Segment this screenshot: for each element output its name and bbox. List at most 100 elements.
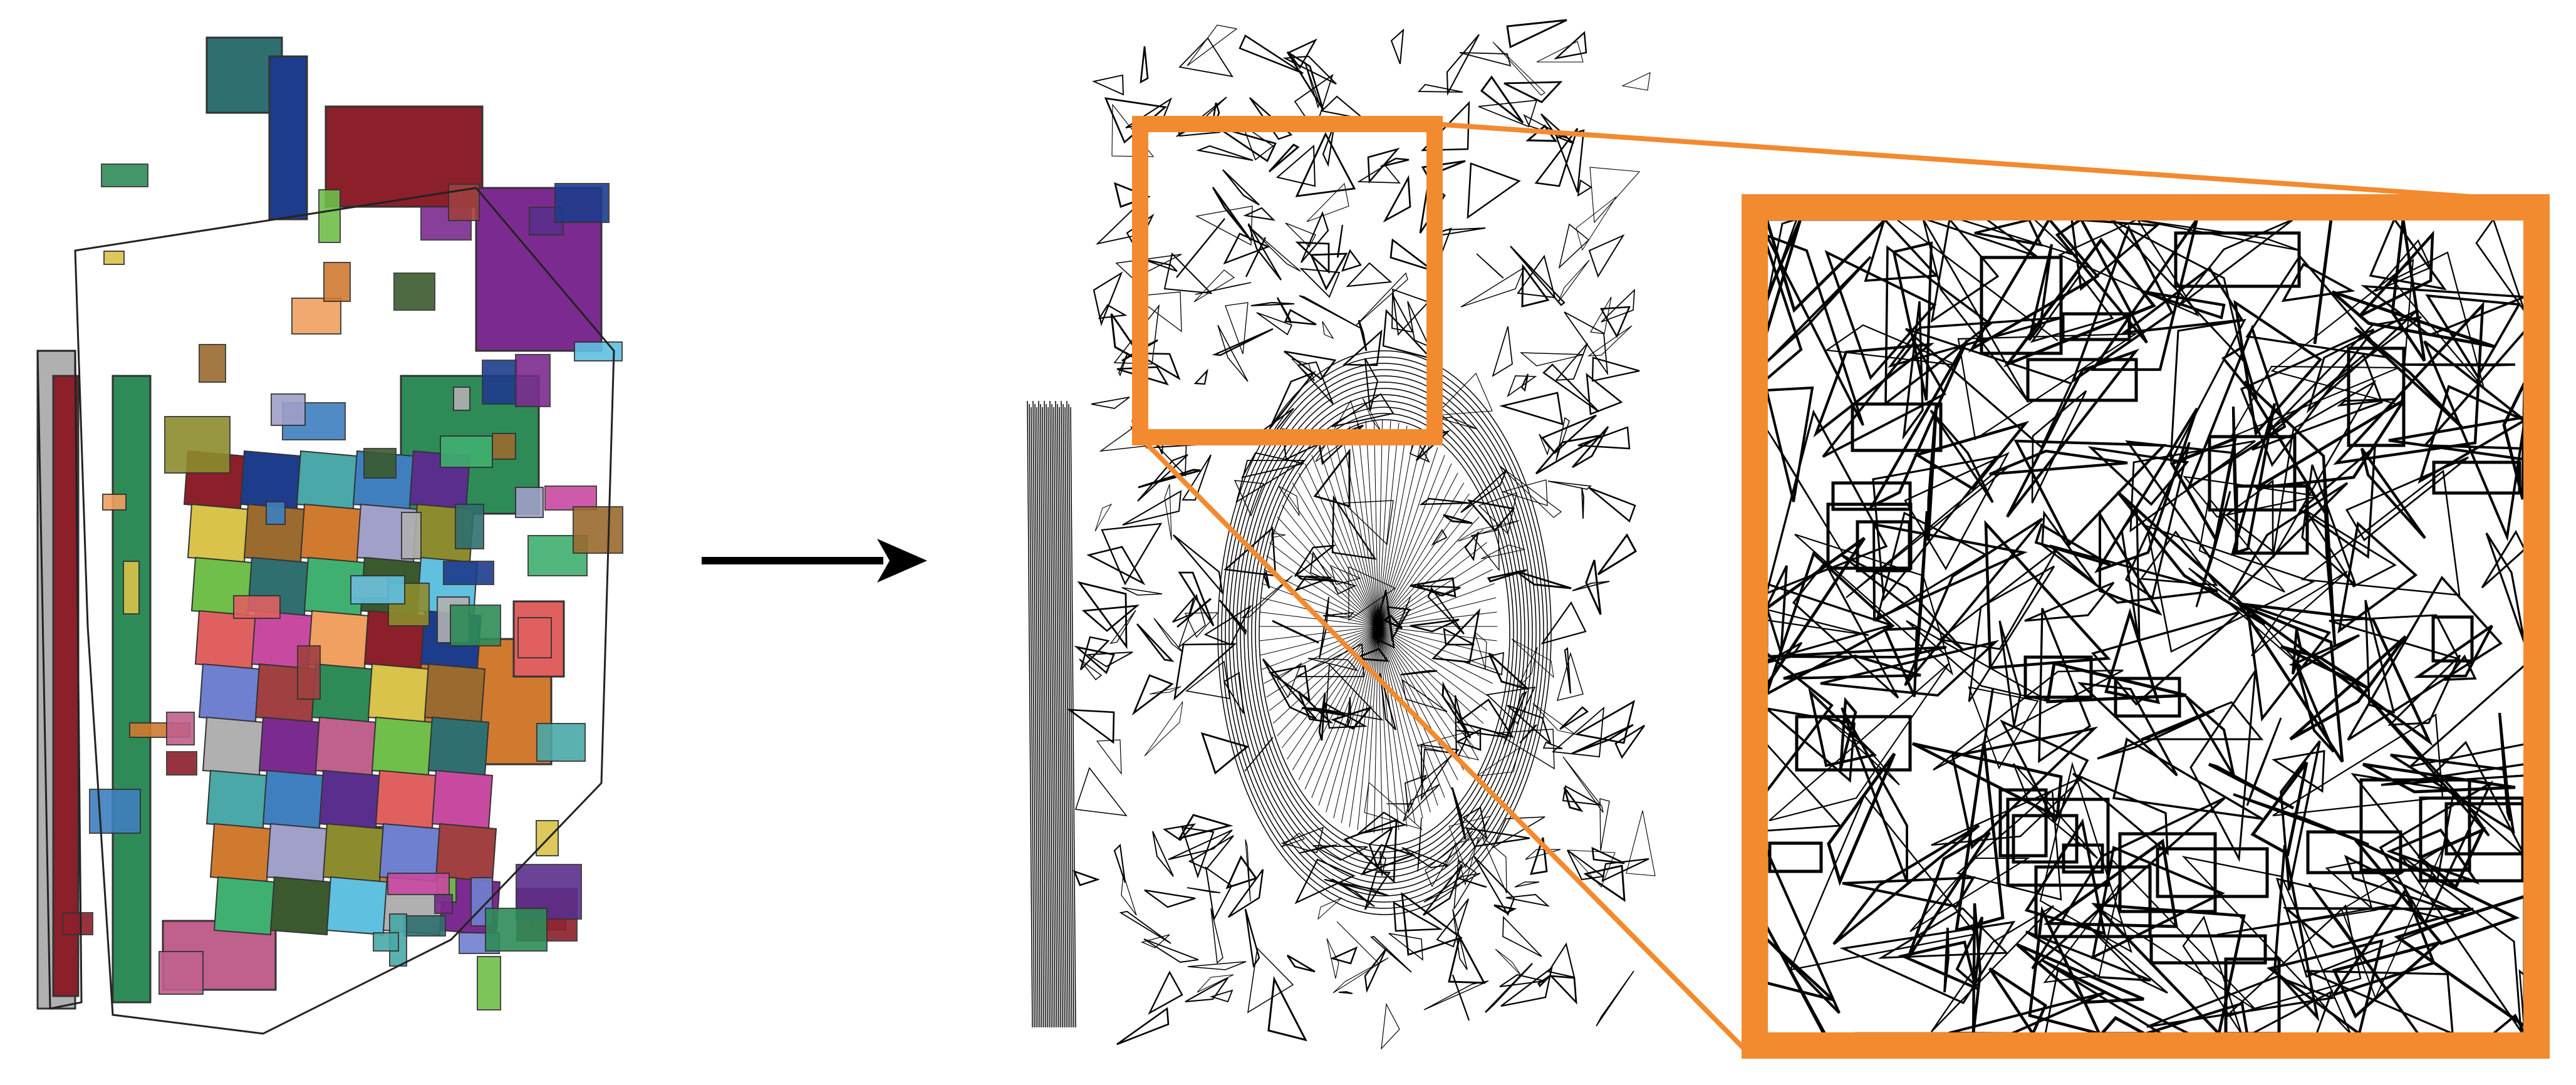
mesh-ring bbox=[1217, 350, 1552, 915]
mesh-triangle bbox=[1554, 343, 1588, 382]
mesh-triangle bbox=[1542, 741, 1563, 749]
mesh-triangle bbox=[1572, 581, 1610, 591]
mesh-triangle bbox=[1460, 266, 1525, 308]
zoom-mesh-triangle bbox=[1984, 519, 2111, 670]
mesh-triangle bbox=[1324, 878, 1389, 897]
mesh-triangle bbox=[1286, 954, 1316, 973]
zoom-mesh-triangle bbox=[2308, 882, 2419, 1035]
zoom-mesh-triangle bbox=[1974, 218, 2044, 247]
zoom-mesh-block bbox=[2359, 778, 2471, 872]
mesh-triangle bbox=[1456, 698, 1514, 739]
cad-small-part bbox=[403, 915, 446, 937]
zoom-mesh-block bbox=[2235, 484, 2309, 555]
mesh-edge bbox=[1378, 529, 1484, 627]
mesh-edge bbox=[1378, 482, 1465, 627]
zoom-mesh-triangle bbox=[2423, 340, 2527, 542]
mesh-triangle bbox=[1217, 324, 1249, 382]
cad-model-parts bbox=[36, 36, 623, 1010]
mesh-triangle bbox=[1581, 487, 1584, 519]
zoom-mesh-triangle bbox=[1913, 511, 1929, 678]
mesh-triangle bbox=[1243, 207, 1276, 221]
zoom-mesh-triangle bbox=[1827, 752, 1896, 886]
zoom-mesh-triangle bbox=[2120, 266, 2245, 335]
mesh-triangle bbox=[1354, 648, 1389, 662]
mesh-triangle bbox=[1453, 859, 1477, 910]
cad-small-part bbox=[233, 595, 281, 619]
mesh-edge bbox=[1378, 626, 1438, 806]
mesh-triangle bbox=[1093, 271, 1123, 326]
mesh-triangle bbox=[1456, 729, 1509, 739]
zoom-mesh-triangle bbox=[2087, 446, 2189, 506]
mesh-triangle bbox=[1626, 810, 1656, 876]
mesh-triangle bbox=[1417, 84, 1463, 93]
mesh-triangle bbox=[1284, 309, 1317, 326]
mesh-triangle bbox=[1330, 946, 1358, 965]
zoom-mesh-triangle bbox=[2281, 262, 2355, 303]
zoom-mesh-block bbox=[2432, 460, 2521, 495]
zoom-mesh-triangle bbox=[2475, 217, 2526, 312]
mesh-triangle bbox=[1480, 544, 1525, 559]
mesh-edge bbox=[1260, 597, 1379, 627]
zoom-mesh-triangle bbox=[1820, 640, 2000, 697]
zoom-mesh-block bbox=[1831, 481, 1912, 511]
mesh-edge bbox=[1304, 463, 1379, 627]
mesh-triangle bbox=[1101, 522, 1163, 586]
mesh-triangle bbox=[1320, 95, 1366, 120]
mesh-triangle bbox=[1178, 37, 1233, 78]
mesh-triangle bbox=[1178, 593, 1206, 649]
mesh-triangle bbox=[1152, 831, 1174, 877]
mesh-triangle bbox=[1401, 891, 1463, 956]
zoom-mesh-triangle bbox=[1839, 920, 2016, 1005]
cad-small-part bbox=[450, 605, 501, 646]
mesh-triangle bbox=[1187, 24, 1238, 66]
zoom-mesh-triangle bbox=[2245, 254, 2388, 359]
mesh-triangle bbox=[1342, 329, 1383, 366]
zoom-mesh-triangle bbox=[1763, 233, 1864, 426]
cad-small-part bbox=[516, 864, 582, 920]
mesh-triangle bbox=[1304, 61, 1320, 109]
mesh-edge bbox=[1333, 626, 1379, 819]
mesh-triangle bbox=[1330, 564, 1361, 585]
zoom-mesh-triangle bbox=[1968, 217, 2100, 353]
mesh-triangle bbox=[1338, 991, 1353, 994]
zoom-mesh-triangle bbox=[2189, 670, 2257, 863]
cad-model-drawing bbox=[36, 36, 623, 1035]
zoom-mesh-triangle bbox=[2049, 544, 2218, 604]
zoom-mesh-triangle bbox=[2024, 581, 2115, 622]
zoom-mesh-triangle bbox=[1765, 386, 1814, 502]
mesh-triangle bbox=[1554, 31, 1587, 60]
cad-small-part bbox=[323, 262, 351, 302]
mesh-triangle bbox=[1144, 889, 1196, 908]
zoom-mesh-triangle bbox=[2233, 299, 2323, 437]
zoom-mesh-triangle bbox=[2360, 284, 2525, 336]
mesh-triangle bbox=[1299, 267, 1341, 298]
mesh-wireframe bbox=[1027, 19, 1656, 1050]
mesh-triangle bbox=[1557, 652, 1584, 701]
zoom-mesh-triangle bbox=[1911, 742, 2063, 819]
zoom-region-box bbox=[1132, 116, 1443, 445]
zoom-mesh-block bbox=[2026, 358, 2138, 402]
mesh-triangle bbox=[1109, 610, 1136, 644]
mesh-triangle bbox=[1563, 787, 1584, 812]
mesh-triangle bbox=[1079, 658, 1103, 681]
mesh-triangle bbox=[1467, 162, 1521, 219]
mesh-edge bbox=[1378, 420, 1383, 627]
mesh-triangle bbox=[1589, 487, 1636, 523]
mesh-triangle bbox=[1322, 611, 1355, 618]
cad-small-part bbox=[536, 723, 586, 762]
mesh-edge bbox=[1277, 516, 1379, 627]
cad-small-part bbox=[492, 433, 516, 460]
cad-small-part bbox=[387, 873, 450, 895]
mesh-triangle bbox=[1185, 977, 1228, 1003]
mesh-triangle bbox=[1421, 744, 1460, 784]
zoom-mesh-block bbox=[2006, 797, 2110, 887]
zoom-mesh-block bbox=[2156, 847, 2269, 898]
zoom-mesh-triangle bbox=[2306, 309, 2419, 414]
mesh-triangle bbox=[1272, 620, 1319, 644]
mesh-edge bbox=[1031, 407, 1037, 1028]
mesh-triangle bbox=[1322, 321, 1334, 340]
mesh-triangle bbox=[1540, 601, 1587, 645]
zoom-mesh-triangle bbox=[2246, 717, 2282, 806]
mesh-triangle bbox=[1086, 546, 1146, 586]
